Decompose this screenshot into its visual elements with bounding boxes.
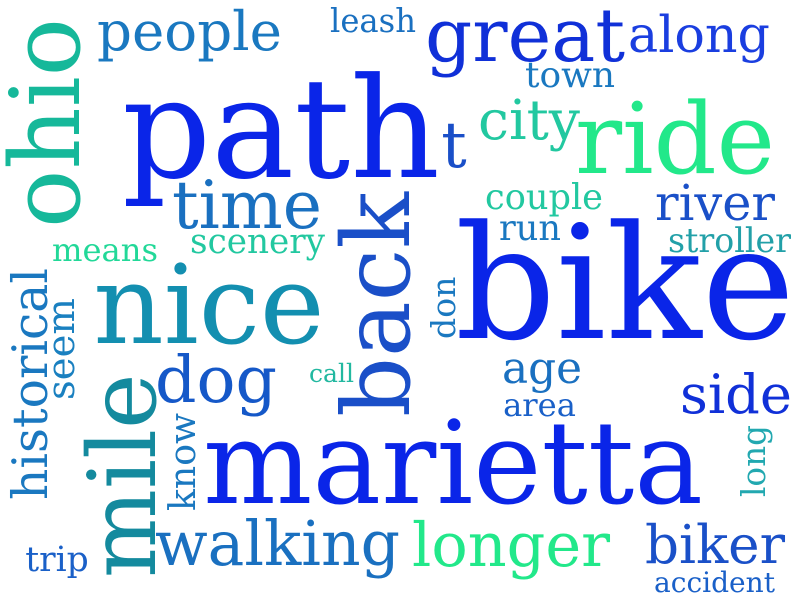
word-walking: walking — [155, 508, 400, 581]
word-run: run — [499, 208, 561, 250]
word-longer: longer — [412, 510, 610, 581]
word-age: age — [501, 343, 582, 395]
word-city: city — [478, 89, 580, 154]
word-town: town — [525, 55, 615, 97]
word-biker: biker — [645, 513, 785, 576]
word-ride: ride — [575, 82, 775, 197]
word-know: know — [160, 413, 204, 511]
word-scenery: scenery — [190, 222, 325, 263]
word-leash: leash — [330, 1, 416, 40]
word-people: people — [97, 0, 282, 63]
word-path: path — [122, 48, 440, 211]
word-don: don — [424, 276, 464, 339]
word-dog: dog — [155, 342, 277, 418]
word-long: long — [734, 425, 773, 497]
word-bike: bike — [455, 193, 795, 377]
word-area: area — [503, 385, 576, 424]
word-couple: couple — [485, 177, 603, 219]
word-great: great — [424, 0, 625, 80]
word-seem: seem — [38, 298, 84, 400]
word-ohio: ohio — [0, 18, 102, 228]
word-along: along — [628, 5, 770, 65]
word-call: call — [309, 359, 354, 389]
word-time: time — [172, 165, 322, 244]
word-marietta: marietta — [203, 397, 703, 532]
word-river: river — [655, 174, 775, 233]
word-stroller: stroller — [668, 221, 791, 261]
word-accident: accident — [654, 565, 775, 599]
word-t: t — [441, 107, 467, 182]
word-side: side — [680, 362, 792, 426]
word-nice: nice — [93, 241, 325, 369]
word-means: means — [52, 230, 158, 269]
word-trip: trip — [25, 539, 89, 580]
